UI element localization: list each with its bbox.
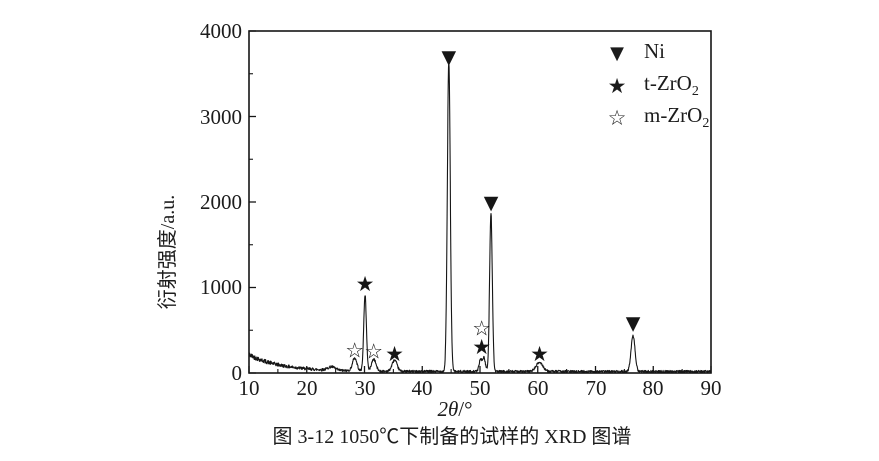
peak-marker-t-ZrO2: ★	[530, 342, 549, 366]
x-tick-label: 40	[411, 376, 433, 400]
peak-marker-t-ZrO2: ★	[472, 335, 491, 359]
legend-label-text: Ni	[644, 39, 665, 64]
open-star-icon: ☆	[607, 106, 627, 130]
peak-marker-m-ZrO2: ☆	[472, 316, 491, 340]
x-axis-title-unit: /°	[458, 397, 473, 421]
legend-label-text: t-ZrO	[644, 71, 692, 96]
peak-marker-Ni: ▼	[441, 46, 456, 68]
legend-item-m-zro2: ☆ m-ZrO2	[600, 102, 710, 134]
legend-item-t-zro2: ★ t-ZrO2	[600, 70, 709, 102]
x-tick-label: 10	[238, 376, 260, 400]
legend-label: Ni	[644, 39, 665, 68]
legend-label-sub: 2	[691, 84, 699, 100]
legend-item-ni: ▼ Ni	[600, 38, 709, 70]
legend-label: t-ZrO2	[644, 71, 699, 100]
x-tick-label: 50	[469, 376, 491, 400]
x-tick-label: 80	[642, 376, 664, 400]
legend-label-sub: 2	[702, 116, 710, 132]
figure-caption: 图 3-12 1050℃下制备的试样的 XRD 图谱	[272, 426, 632, 448]
xrd-curve	[248, 61, 712, 374]
y-tick-label: 0	[231, 361, 243, 385]
x-tick-label: 20	[296, 376, 318, 400]
legend-label: m-ZrO2	[644, 103, 709, 132]
peak-marker-t-ZrO2: ★	[385, 342, 404, 366]
x-axis-title-italic: 2θ	[437, 397, 459, 421]
x-axis-title: 2θ/°	[405, 396, 505, 422]
y-tick-label: 1000	[200, 275, 242, 299]
filled-star-icon: ★	[607, 74, 627, 98]
peak-marker-Ni: ▼	[626, 312, 641, 334]
y-axis-title: 衍射强度/a.u.	[157, 194, 179, 310]
x-tick-label: 30	[354, 376, 376, 400]
peak-marker-Ni: ▼	[484, 192, 499, 214]
filled-triangle-icon: ▼	[610, 43, 624, 64]
legend-label-text: m-ZrO	[644, 103, 703, 128]
x-tick-label: 90	[700, 376, 722, 400]
peak-marker-m-ZrO2: ☆	[364, 339, 383, 363]
x-tick-label: 70	[585, 376, 607, 400]
peak-marker-m-ZrO2: ☆	[345, 338, 364, 362]
x-tick-label: 60	[527, 376, 549, 400]
peak-marker-t-ZrO2: ★	[356, 272, 375, 296]
y-tick-label: 4000	[200, 19, 242, 43]
y-tick-label: 2000	[200, 190, 242, 214]
y-tick-label: 3000	[200, 105, 242, 129]
legend: ▼ Ni ★ t-ZrO2 ☆ m-ZrO2	[600, 38, 710, 134]
